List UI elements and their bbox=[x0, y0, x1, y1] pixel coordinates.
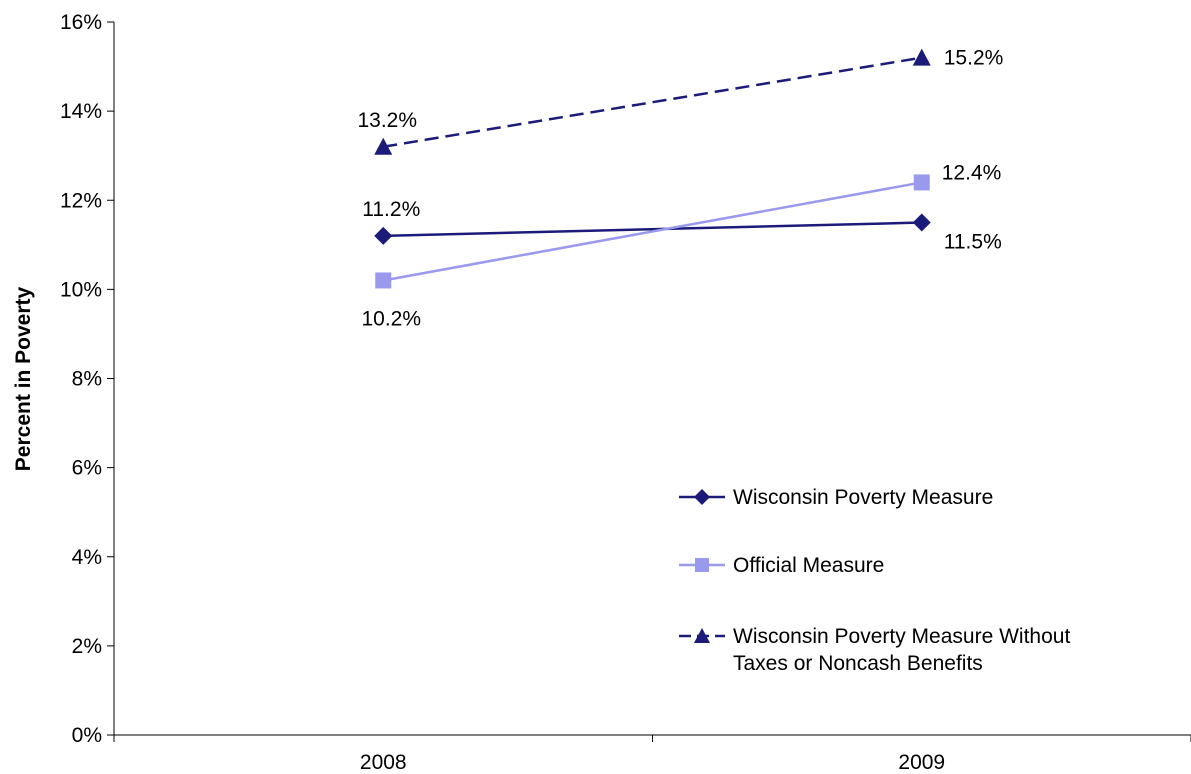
y-tick-label: 10% bbox=[60, 278, 102, 301]
data-label-series-2-2008: 10.2% bbox=[361, 307, 421, 330]
y-tick-label: 4% bbox=[72, 546, 102, 569]
y-tick-label: 2% bbox=[72, 635, 102, 658]
data-label-series-2-2009: 12.4% bbox=[942, 161, 1002, 184]
y-axis-title: Percent in Poverty bbox=[12, 286, 35, 471]
series-3-marker-2009 bbox=[912, 48, 931, 66]
y-tick-label: 14% bbox=[60, 100, 102, 123]
series-group bbox=[374, 48, 931, 289]
data-labels: 11.2% 11.5% 10.2% 12.4% 13.2% 15.2% bbox=[357, 47, 1003, 331]
legend: Wisconsin Poverty Measure Official Measur… bbox=[679, 486, 1070, 675]
series-1-marker-2008 bbox=[374, 226, 393, 245]
y-tick-label: 8% bbox=[72, 368, 102, 391]
legend-swatch-marker-1 bbox=[694, 489, 710, 505]
legend-label-3-line-1: Wisconsin Poverty Measure Without bbox=[733, 625, 1070, 648]
data-label-series-3-2009: 15.2% bbox=[944, 47, 1004, 70]
x-tick-label: 2009 bbox=[898, 751, 945, 774]
data-label-series-1-2009: 11.5% bbox=[944, 231, 1002, 254]
series-1-marker-2009 bbox=[912, 213, 931, 232]
y-tick-label: 0% bbox=[72, 724, 102, 747]
y-tick-label: 12% bbox=[60, 189, 102, 212]
legend-swatch-marker-2 bbox=[695, 558, 709, 572]
series-2-marker-2008 bbox=[375, 272, 392, 289]
y-tick-label: 6% bbox=[72, 457, 102, 480]
series-line-2 bbox=[383, 181, 922, 282]
data-label-series-1-2008: 11.2% bbox=[362, 198, 420, 221]
y-tick-label: 16% bbox=[60, 11, 102, 34]
x-axis-ticks: 2008 2009 bbox=[113, 735, 1191, 774]
series-line-1 bbox=[383, 221, 922, 238]
legend-label-1: Wisconsin Poverty Measure bbox=[733, 486, 993, 509]
x-tick-label: 2008 bbox=[360, 751, 407, 774]
series-2-marker-2009 bbox=[913, 174, 930, 191]
series-line-3 bbox=[383, 56, 922, 149]
series-3-marker-2008 bbox=[374, 137, 393, 155]
y-axis-ticks: 0% 2% 4% 6% 8% 10% 12% 14% 16% bbox=[60, 11, 114, 747]
data-label-series-3-2008: 13.2% bbox=[357, 109, 417, 132]
legend-label-3-line-2: Taxes or Noncash Benefits bbox=[733, 652, 983, 675]
legend-swatch-marker-3 bbox=[694, 628, 710, 643]
legend-label-2: Official Measure bbox=[733, 554, 884, 577]
